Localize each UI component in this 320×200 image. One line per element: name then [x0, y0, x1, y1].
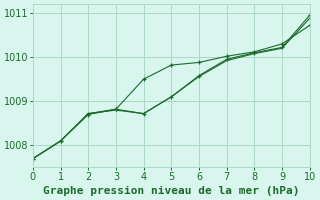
X-axis label: Graphe pression niveau de la mer (hPa): Graphe pression niveau de la mer (hPa) — [43, 186, 300, 196]
